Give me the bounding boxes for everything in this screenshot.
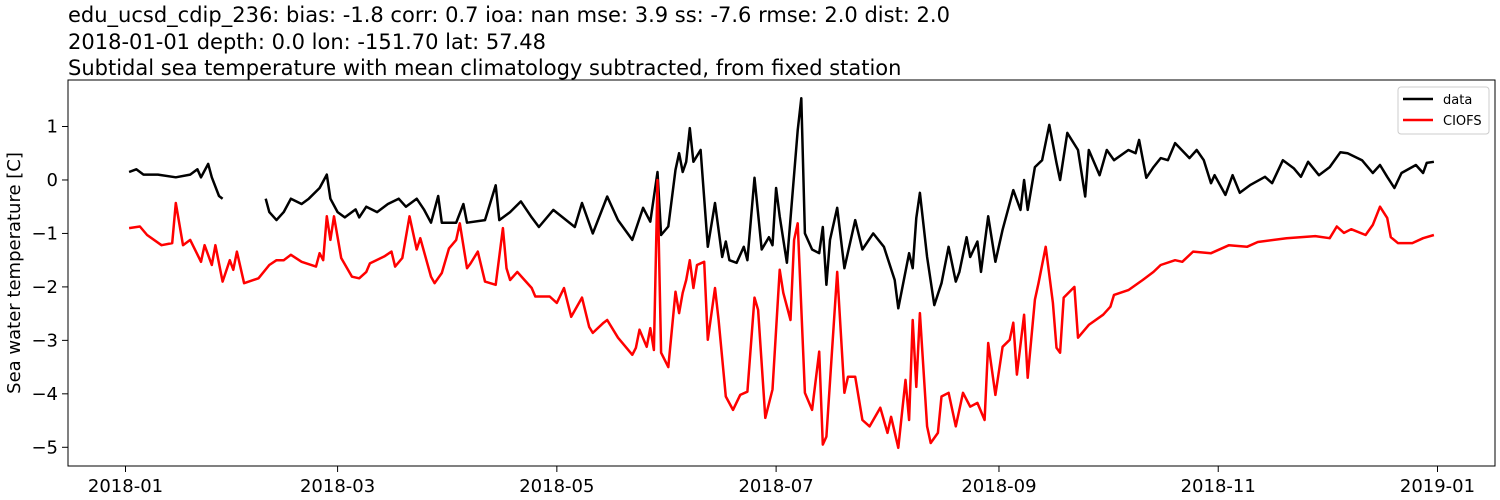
x-tick-label: 2018-03 (300, 476, 375, 497)
plot-frame (67, 79, 1496, 467)
legend-label-data: data (1443, 93, 1472, 108)
series-line-data (128, 96, 1435, 310)
x-tick-label: 2018-11 (1181, 476, 1256, 497)
y-axis-label: Sea water temperature [C] (4, 152, 25, 394)
ticks-layer: 2018-01 2018-03 2018-05 2018-07 2018-09 2018-… (31, 117, 1475, 497)
y-tick-label: −2 (31, 277, 58, 298)
y-tick-label: −5 (31, 437, 58, 458)
x-tick-label: 2018-09 (961, 476, 1036, 497)
x-tick-label: 2018-07 (738, 476, 813, 497)
series-line-ciofs (128, 178, 1435, 450)
chart-title-line-3: Subtidal sea temperature with mean clima… (68, 56, 901, 80)
y-tick-label: −3 (31, 330, 58, 351)
y-tick-label: 0 (47, 170, 58, 191)
series-layer (128, 96, 1435, 450)
chart-title-line-1: edu_ucsd_cdip_236: bias: -1.8 corr: 0.7 … (68, 3, 950, 28)
legend-label-ciofs: CIOFS (1443, 114, 1482, 129)
y-tick-label: −4 (31, 384, 58, 405)
chart-title-line-2: 2018-01-01 depth: 0.0 lon: -151.70 lat: … (68, 30, 546, 54)
x-tick-label: 2018-05 (519, 476, 594, 497)
y-tick-label: 1 (47, 117, 58, 138)
x-tick-label: 2019-01 (1400, 476, 1475, 497)
legend: data CIOFS (1397, 86, 1490, 135)
y-tick-label: −1 (31, 223, 58, 244)
x-tick-label: 2018-01 (88, 476, 163, 497)
